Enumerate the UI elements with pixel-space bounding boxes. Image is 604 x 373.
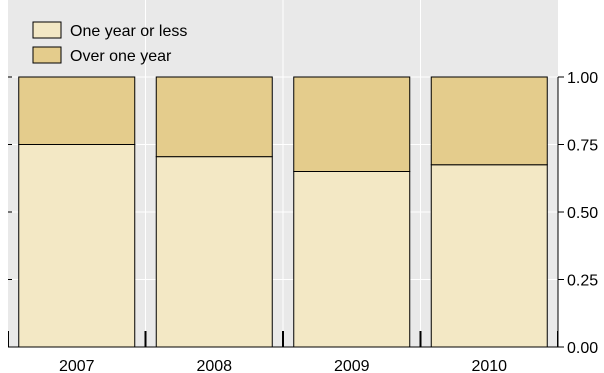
x-tick-label: 2007 (59, 358, 95, 373)
y-tick-label: 0.00 (567, 340, 598, 357)
x-tick-label: 2009 (334, 358, 370, 373)
x-tick-label: 2008 (196, 358, 232, 373)
x-tick-label: 2010 (471, 358, 507, 373)
legend: One year or less Over one year (32, 21, 187, 65)
bar-one-year-or-less-2007 (18, 144, 136, 348)
legend-swatch-one-year-or-less (32, 21, 62, 39)
bar-one-year-or-less-2010 (430, 164, 548, 348)
legend-label-one-year-or-less: One year or less (70, 23, 187, 40)
legend-label-over-one-year: Over one year (70, 48, 172, 65)
y-axis: 0.00 0.25 0.50 0.75 1.00 (8, 70, 598, 357)
bar-over-one-year-2009 (293, 76, 411, 172)
bar-over-one-year-2008 (155, 76, 273, 158)
x-axis: 2007 2008 2009 2010 (8, 331, 558, 373)
bars (18, 76, 548, 348)
bar-over-one-year-2007 (18, 76, 136, 145)
bar-one-year-or-less-2009 (293, 171, 411, 348)
legend-swatch-over-one-year (32, 46, 62, 64)
y-tick-label: 0.50 (567, 205, 598, 222)
y-tick-label: 0.75 (567, 138, 598, 155)
y-tick-label: 1.00 (567, 70, 598, 87)
bar-one-year-or-less-2008 (155, 156, 273, 348)
bar-over-one-year-2010 (430, 76, 548, 166)
y-tick-label: 0.25 (567, 273, 598, 290)
